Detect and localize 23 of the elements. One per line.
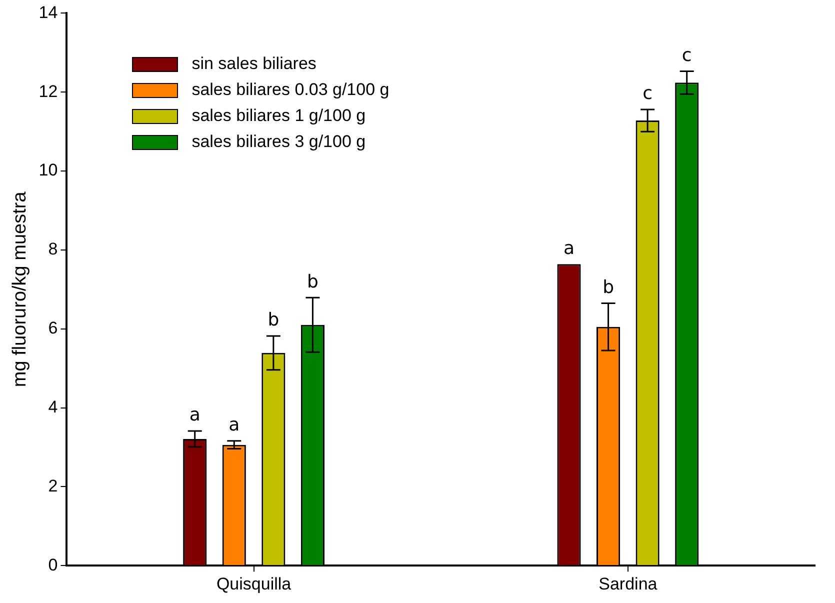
data-label: c xyxy=(642,83,653,104)
y-tick-label: 10 xyxy=(38,160,58,180)
legend-label: sales biliares 3 g/100 g xyxy=(192,132,366,152)
legend-label: sin sales biliares xyxy=(192,54,316,74)
y-tick-label: 14 xyxy=(38,2,58,22)
data-label: a xyxy=(228,414,240,436)
data-label: b xyxy=(268,310,280,331)
y-tick-label: 8 xyxy=(48,240,58,259)
data-label: b xyxy=(306,271,318,292)
y-tick-label: 2 xyxy=(48,476,58,496)
y-tick-label: 12 xyxy=(38,82,58,101)
y-tick-label: 6 xyxy=(48,318,58,338)
y-tick-label: 0 xyxy=(48,555,58,574)
legend-label: sales biliares 0.03 g/100 g xyxy=(192,80,390,100)
legend-label: sales biliares 1 g/100 g xyxy=(192,106,366,126)
data-label: c xyxy=(682,44,692,66)
x-tick-label: Sardina xyxy=(598,574,658,594)
y-axis-title: mg fluoruro/kg muestra xyxy=(10,191,31,388)
data-label: a xyxy=(189,404,200,426)
y-tick-label: 4 xyxy=(48,397,58,416)
data-label: b xyxy=(602,276,614,298)
x-tick-label: Quisquilla xyxy=(216,574,292,594)
data-label: a xyxy=(563,238,575,259)
